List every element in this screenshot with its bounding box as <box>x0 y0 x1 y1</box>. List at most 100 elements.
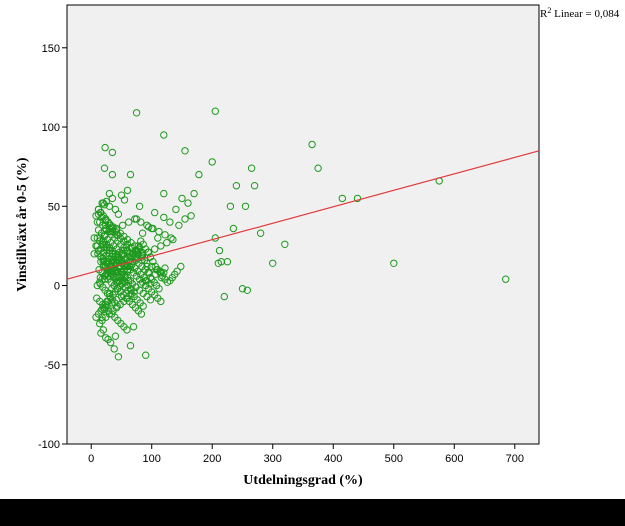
x-axis: 0 100 200 300 400 500 600 700 <box>88 444 524 465</box>
data-point <box>151 245 159 253</box>
data-point <box>167 234 175 242</box>
y-tick-label: -50 <box>44 360 60 372</box>
data-point <box>123 326 131 334</box>
data-point <box>184 199 192 207</box>
y-tick-label: 0 <box>54 281 60 293</box>
data-point <box>100 164 109 172</box>
data-point <box>155 227 163 236</box>
data-point <box>135 243 144 252</box>
data-point <box>101 143 109 152</box>
x-tick-label: 0 <box>88 453 94 465</box>
data-point <box>215 246 224 255</box>
data-point <box>223 258 232 266</box>
x-tick-label: 600 <box>445 453 463 465</box>
data-point <box>187 212 195 220</box>
data-point <box>155 285 163 293</box>
data-point <box>243 286 252 294</box>
data-point <box>238 285 247 293</box>
fit-line <box>66 150 540 280</box>
data-point <box>145 248 153 256</box>
data-point <box>139 302 147 310</box>
data-point <box>190 189 198 198</box>
data-point <box>102 197 111 206</box>
data-point <box>143 221 151 230</box>
data-point <box>157 242 165 250</box>
x-tick-label: 500 <box>385 453 403 465</box>
data-point <box>160 189 168 198</box>
data-point <box>308 140 316 149</box>
data-point <box>131 215 139 223</box>
data-point <box>125 218 133 226</box>
data-point <box>137 218 145 226</box>
data-point <box>250 182 259 190</box>
data-point <box>390 259 398 267</box>
y-tick-label: 100 <box>42 122 60 134</box>
data-point <box>119 221 127 230</box>
data-point <box>123 186 132 195</box>
y-tick-label: 50 <box>48 201 60 213</box>
plot-area <box>66 4 540 445</box>
data-point <box>108 148 117 157</box>
data-point <box>177 262 185 271</box>
data-point <box>338 194 346 203</box>
data-point <box>181 147 189 155</box>
data-point <box>111 332 120 340</box>
data-point <box>163 239 171 247</box>
data-point <box>129 323 138 331</box>
data-point <box>229 224 238 233</box>
data-point <box>127 291 135 299</box>
y-tick-label: 150 <box>42 43 60 55</box>
data-point <box>214 259 223 267</box>
bottom-bar <box>0 499 625 526</box>
data-point <box>161 264 169 272</box>
data-point <box>114 353 123 361</box>
data-point <box>353 194 362 203</box>
data-point <box>166 218 174 226</box>
r2-label: R2 Linear = 0,084 <box>540 6 620 20</box>
data-point <box>226 202 235 211</box>
data-point <box>122 243 131 252</box>
data-point <box>137 310 146 318</box>
data-point <box>160 131 168 139</box>
data-point <box>98 199 106 207</box>
data-point <box>138 229 147 237</box>
data-point <box>256 229 265 237</box>
data-point <box>175 221 183 230</box>
r2-superscript: 2 <box>547 6 551 15</box>
data-point <box>195 170 203 179</box>
data-point <box>149 224 157 233</box>
data-point <box>126 170 135 179</box>
data-point <box>140 256 149 264</box>
data-point <box>178 194 186 203</box>
data-point <box>120 196 129 204</box>
data-point <box>220 292 229 301</box>
x-tick-label: 700 <box>506 453 524 465</box>
data-point <box>232 182 241 190</box>
data-point <box>132 109 141 117</box>
data-point <box>105 189 114 198</box>
r2-suffix: Linear = 0,084 <box>551 8 619 20</box>
data-point <box>161 231 169 239</box>
data-point <box>269 259 277 267</box>
data-point <box>151 208 159 217</box>
data-points <box>90 107 510 361</box>
data-point <box>126 342 135 350</box>
data-point <box>143 262 151 271</box>
data-point <box>135 202 144 211</box>
y-axis: -100 -50 0 50 100 150 <box>38 43 67 451</box>
data-point <box>211 107 220 115</box>
data-point <box>157 297 165 306</box>
data-point <box>314 164 322 172</box>
x-tick-label: 100 <box>143 453 161 465</box>
y-tick-label: -100 <box>38 439 60 451</box>
data-point <box>97 329 105 337</box>
data-point <box>145 269 154 277</box>
data-point <box>502 275 510 283</box>
r2-prefix: R <box>540 8 548 20</box>
y-axis-title: Vinstillväxt år 0-5 (%) <box>15 157 30 291</box>
data-point <box>126 258 135 266</box>
x-tick-label: 400 <box>324 453 342 465</box>
data-point <box>181 215 189 223</box>
data-point <box>142 351 150 359</box>
